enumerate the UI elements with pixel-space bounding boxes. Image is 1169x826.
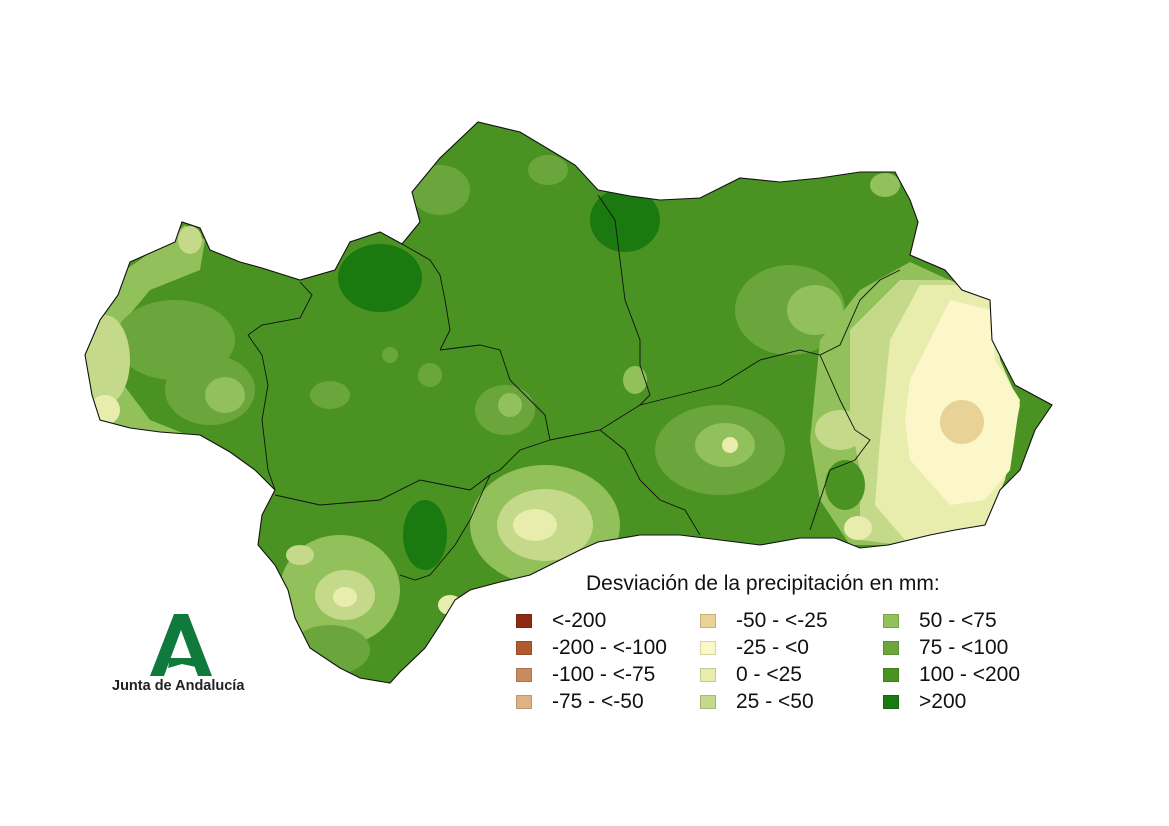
legend-label: -50 - <-25 [736,609,828,632]
legend-label: 0 - <25 [736,663,802,686]
legend-swatch [700,614,716,628]
legend-swatch [883,668,899,682]
junta-de-andalucia-logo: Junta de Andalucía [112,612,262,702]
legend-title: Desviación de la precipitación en mm: [586,572,940,595]
legend-swatch [516,668,532,682]
legend-swatch [883,614,899,628]
legend-label: -100 - <-75 [552,663,656,686]
legend-swatch [700,695,716,709]
legend-label: >200 [919,690,967,713]
legend-label: 100 - <200 [919,663,1021,686]
legend-label: <-200 [552,609,607,632]
legend-label: -200 - <-100 [552,636,667,659]
logo-text: Junta de Andalucía [112,678,245,694]
province-boundaries [247,194,901,581]
legend-label: 25 - <50 [736,690,814,713]
legend-swatch [700,668,716,682]
legend-label: -75 - <-50 [552,690,644,713]
andalucia-a-logo-icon [150,614,212,676]
legend-swatch [516,641,532,655]
legend-label: 50 - <75 [919,609,997,632]
legend-swatch [883,641,899,655]
legend-swatch [516,695,532,709]
legend-label: -25 - <0 [736,636,809,659]
legend-swatch [700,641,716,655]
legend-label: 75 - <100 [919,636,1009,659]
legend-swatch [883,695,899,709]
legend: <-200 -200 - <-100 -100 - <-75 -75 - <-5… [516,608,1076,718]
legend-swatch [516,614,532,628]
